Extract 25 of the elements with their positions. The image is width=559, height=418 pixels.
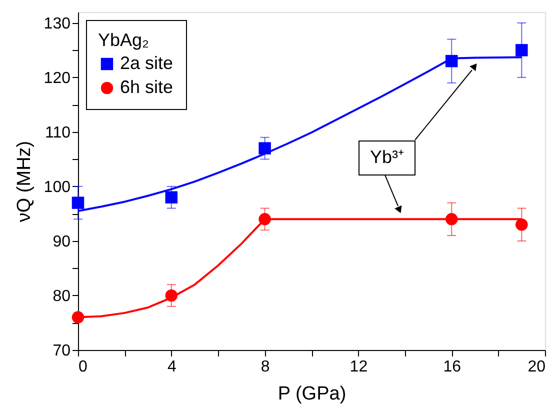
- y-tick-label: 130: [44, 15, 71, 32]
- x-tick-label: 0: [78, 358, 88, 376]
- x-tick-label: 20: [528, 358, 546, 376]
- x-tick-label: 4: [167, 358, 176, 376]
- point: [516, 44, 528, 56]
- legend-title: YbAg₂: [98, 30, 150, 50]
- point: [165, 191, 178, 204]
- y-tick-label: 110: [44, 124, 71, 142]
- legend-label: 6h site: [120, 77, 174, 97]
- y-tick-label: 90: [52, 233, 71, 250]
- x-axis-title: P (GPa): [278, 384, 346, 404]
- point: [72, 196, 84, 209]
- y-tick-label: 100: [44, 178, 71, 196]
- point: [516, 218, 528, 231]
- y-tick-label: 70: [52, 342, 71, 360]
- annotation: Yb³⁺: [370, 147, 404, 167]
- legend-label: 2a site: [120, 53, 174, 73]
- point: [72, 311, 84, 324]
- y-axis-title: νQ (MHz): [14, 140, 35, 222]
- x-tick-label: 12: [350, 358, 368, 376]
- x-tick-label: 16: [443, 358, 462, 376]
- point: [258, 142, 271, 154]
- x-tick-label: 8: [260, 358, 270, 376]
- y-tick-label: 120: [44, 70, 71, 87]
- y-tick-label: 80: [52, 288, 71, 305]
